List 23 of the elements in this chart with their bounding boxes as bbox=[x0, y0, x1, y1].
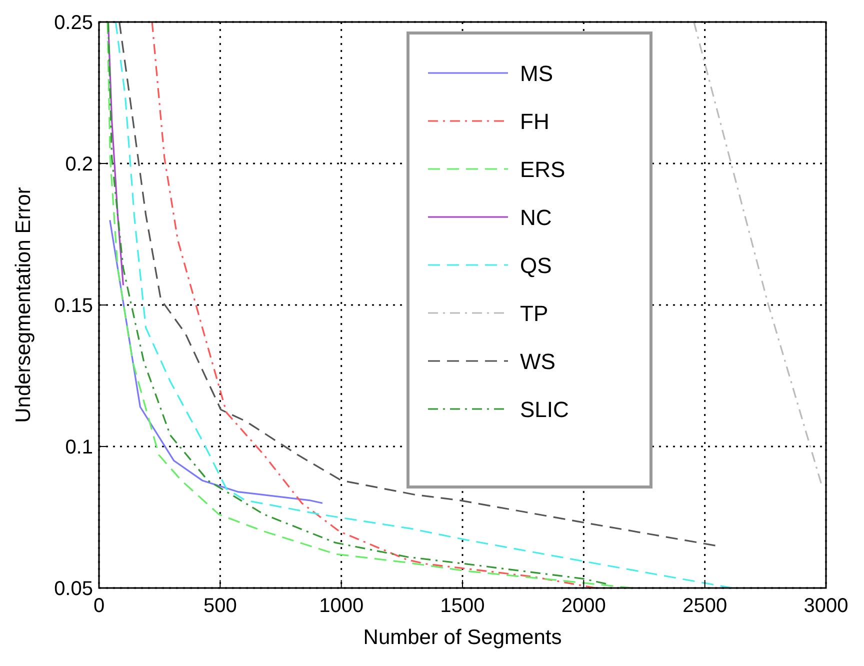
x-tick-label: 1500 bbox=[440, 595, 485, 617]
y-tick-label: 0.15 bbox=[54, 295, 93, 317]
x-axis-title: Number of Segments bbox=[363, 626, 562, 649]
legend-label: ERS bbox=[520, 157, 566, 182]
legend-label: MS bbox=[520, 61, 553, 86]
x-tick-label: 2000 bbox=[561, 595, 606, 617]
legend-label: QS bbox=[520, 253, 552, 278]
x-tick-label: 500 bbox=[203, 595, 237, 617]
line-series bbox=[109, 219, 324, 504]
y-tick-label: 0.25 bbox=[54, 12, 93, 34]
x-tick-label: 2500 bbox=[682, 595, 728, 617]
legend-label: TP bbox=[520, 301, 548, 326]
legend-label: SLIC bbox=[520, 397, 570, 422]
x-tick-label: 0 bbox=[93, 595, 105, 617]
y-axis-title: Undersegmentation Error bbox=[12, 187, 35, 423]
legend-label: WS bbox=[520, 349, 556, 374]
legend-label: NC bbox=[520, 205, 552, 230]
y-tick-label: 0.05 bbox=[54, 578, 93, 600]
x-tick-label: 3000 bbox=[804, 595, 848, 617]
y-tick-label: 0.1 bbox=[65, 436, 93, 458]
legend-label: FH bbox=[520, 109, 550, 134]
y-tick-label: 0.2 bbox=[65, 154, 93, 176]
x-tick-label: 1000 bbox=[319, 595, 364, 617]
